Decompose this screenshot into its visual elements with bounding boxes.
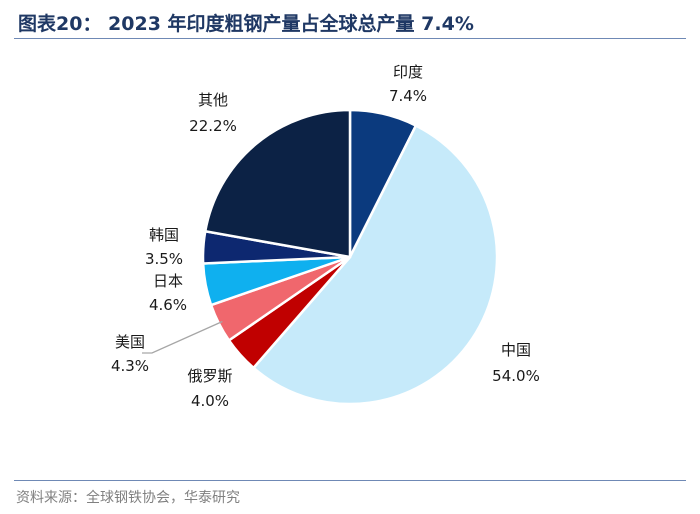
slice-label-1: 中国	[501, 341, 531, 359]
slice-value-4: 4.6%	[149, 296, 187, 314]
footer-divider	[14, 480, 686, 481]
pie-slice-6	[204, 108, 352, 259]
chart-title: 图表20： 2023 年印度粗钢产量占全球总产量 7.4%	[18, 13, 474, 35]
pie-labels: 印度 7.4% 中国 54.0% 俄罗斯 4.0% 美国 4.3% 日本 4.6% 韩国 3.5% 其他…	[111, 63, 540, 410]
slice-value-6: 22.2%	[189, 117, 237, 135]
slice-label-3: 美国	[115, 333, 145, 351]
title-bar: 图表20： 2023 年印度粗钢产量占全球总产量 7.4%	[14, 4, 686, 39]
pie-slice-1	[252, 124, 499, 406]
pie-slices	[201, 108, 499, 406]
slice-label-6: 其他	[198, 91, 228, 109]
slice-label-5: 韩国	[149, 226, 179, 244]
leader-line-us	[142, 320, 223, 354]
slice-value-3: 4.3%	[111, 357, 149, 375]
slice-label-4: 日本	[153, 272, 183, 290]
slice-label-0: 印度	[393, 63, 423, 81]
slice-value-5: 3.5%	[145, 250, 183, 268]
slice-label-2: 俄罗斯	[187, 367, 232, 385]
slice-value-2: 4.0%	[191, 392, 229, 410]
slice-value-0: 7.4%	[389, 87, 427, 105]
source-note: 资料来源：全球钢铁协会，华泰研究	[16, 490, 240, 506]
slice-value-1: 54.0%	[492, 367, 540, 385]
